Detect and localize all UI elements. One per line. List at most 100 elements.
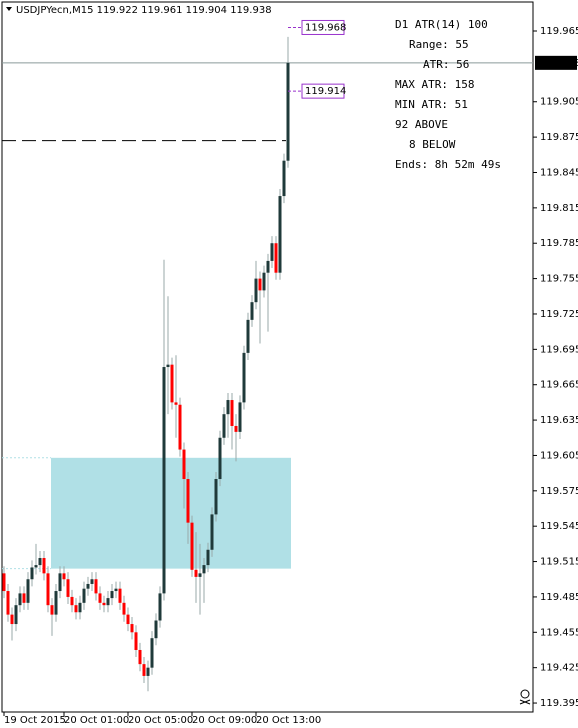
candle-body [230,400,234,426]
candle-body [270,243,274,261]
candle-body [190,522,194,570]
candle-body [138,649,142,665]
candle-body [210,514,214,550]
candle-body [22,593,26,603]
candle-body [134,632,138,650]
candle-body [30,567,34,580]
candle-body [170,364,174,403]
candle-body [234,425,238,432]
candle-body [206,549,210,566]
candle-body [74,605,78,613]
candle-body [90,579,94,584]
y-tick-label: 119.575 [540,486,578,497]
x-tick-label: 20 Oct 05:00 [128,715,193,726]
candle-body [162,367,166,594]
candle-body [262,272,266,291]
candle-body [198,573,202,577]
candle-body [214,479,218,515]
candle-body [2,573,6,592]
candle-body [258,278,262,291]
candle-body [66,579,70,597]
candle-body [222,414,226,438]
low-marker-label: 119.914 [305,86,346,97]
y-tick-label: 119.725 [540,309,578,320]
candle-body [114,588,118,592]
candle-body [126,614,130,625]
candle-body [14,605,18,625]
candle-body [266,260,270,273]
info-text: ATR: 56 [423,58,469,71]
low-marker-box [301,83,345,99]
y-tick-label: 119.965 [540,26,578,37]
candle-body [6,591,10,615]
candle-body [194,569,198,577]
y-tick-label: 119.695 [540,344,578,355]
candle-body [98,593,102,603]
candle-body [278,196,282,273]
candle-body [130,624,134,633]
candle-body [54,591,58,615]
candle-body [106,598,110,606]
candle-body [58,573,62,592]
candle-body [34,565,38,568]
candle-body [226,400,230,415]
candle-body [118,588,122,603]
y-tick-label: 119.455 [540,627,578,638]
y-tick-label: 119.545 [540,521,578,532]
plot-frame [1,1,534,713]
info-text: 8 BELOW [409,138,456,151]
candle-body [110,591,114,599]
candle-body [150,638,154,668]
candle-body [154,620,158,639]
candle-body [46,573,50,606]
y-tick-label: 119.425 [540,663,578,674]
skull-icon [519,689,531,705]
candle-body [254,278,258,303]
y-tick-label: 119.875 [540,132,578,143]
price-label-box [535,55,577,70]
candle-body [122,602,126,615]
candle-body [94,579,98,594]
y-tick-label: 119.605 [540,450,578,461]
info-text: Ends: 8h 52m 49s [395,158,501,171]
y-tick-label: 119.395 [540,698,578,709]
menu-arrow[interactable] [6,7,12,11]
price-label: 119.938 [540,58,578,69]
candle-body [242,352,246,403]
candle-body [26,579,30,603]
candle-body [158,593,162,621]
y-tick-label: 119.785 [540,238,578,249]
candle-body [274,243,278,273]
high-marker-box [301,19,345,35]
candle-body [18,593,22,606]
y-tick-label: 119.665 [540,380,578,391]
candle-body [174,402,178,405]
y-tick-label: 119.755 [540,274,578,285]
x-tick-label: 19 Oct 2015 [4,715,66,726]
candle-body [250,302,254,320]
info-text: Range: 55 [409,38,469,51]
candle-body [86,583,90,589]
candle-body [166,364,170,368]
candle-body [182,449,186,480]
chart-title: USDJPYecn,M15 119.922 119.961 119.904 11… [16,5,272,16]
info-text: MAX ATR: 158 [395,78,474,91]
candle-body [146,667,150,676]
y-tick-label: 119.515 [540,557,578,568]
info-text: 92 ABOVE [395,118,448,131]
y-tick-label: 119.815 [540,203,578,214]
candle-body [282,160,286,197]
high-marker-label: 119.968 [305,22,346,33]
x-tick-label: 20 Oct 01:00 [64,715,129,726]
candle-body [202,565,206,574]
candle-body [50,605,54,615]
candle-body [238,402,242,432]
x-tick-label: 20 Oct 13:00 [256,715,321,726]
info-text: D1 ATR(14) 100 [395,18,488,31]
zone [51,457,291,569]
candle-body [62,573,66,580]
candle-body [78,602,82,613]
candle-body [218,437,222,480]
